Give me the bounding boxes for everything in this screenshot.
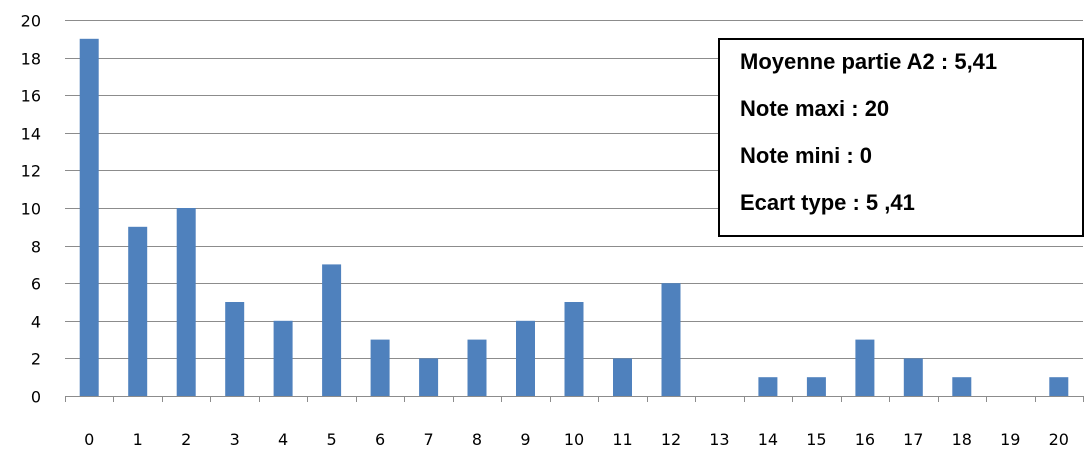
y-tick-label-20: 20: [21, 12, 41, 31]
bar-11: [613, 358, 632, 396]
x-tick-label-15: 15: [806, 430, 826, 449]
x-tick-label-1: 1: [133, 430, 143, 449]
bar-14: [758, 377, 778, 396]
x-tick-label-11: 11: [612, 430, 632, 449]
bar-6: [370, 339, 390, 396]
y-tick-label-12: 12: [21, 162, 41, 181]
bar-10: [564, 302, 584, 396]
stats-box: Moyenne partie A2 : 5,41 Note maxi : 20 …: [718, 38, 1084, 237]
x-axis: [65, 396, 1084, 402]
x-tick-label-7: 7: [424, 430, 434, 449]
x-tick-label-4: 4: [278, 430, 288, 449]
x-tick-label-9: 9: [520, 430, 530, 449]
y-tick-label-0: 0: [31, 388, 41, 407]
x-tick-label-6: 6: [375, 430, 385, 449]
x-tick-label-18: 18: [952, 430, 972, 449]
y-axis-tick-labels: 0 2 4 6 8 10 12 14 16 18 20: [21, 12, 41, 407]
bar-12: [661, 283, 681, 396]
bar-8: [467, 339, 487, 396]
bar-4: [273, 320, 293, 396]
x-tick-label-12: 12: [661, 430, 681, 449]
y-tick-label-6: 6: [31, 275, 41, 294]
y-tick-label-4: 4: [31, 313, 41, 332]
x-tick-label-3: 3: [230, 430, 240, 449]
x-tick-label-8: 8: [472, 430, 482, 449]
stats-std-dev: Ecart type : 5 ,41: [740, 190, 915, 215]
y-tick-label-10: 10: [21, 200, 41, 219]
bar-2: [176, 208, 196, 396]
stats-mean: Moyenne partie A2 : 5,41: [740, 49, 998, 74]
x-tick-label-5: 5: [327, 430, 337, 449]
bar-5: [322, 264, 342, 396]
bar-3: [225, 302, 245, 396]
x-tick-label-20: 20: [1049, 430, 1069, 449]
bar-17: [903, 358, 923, 396]
x-tick-label-14: 14: [758, 430, 778, 449]
bar-7: [419, 358, 439, 396]
bar-20: [1049, 377, 1069, 396]
stats-min-score: Note mini : 0: [740, 143, 873, 168]
x-tick-label-13: 13: [709, 430, 729, 449]
bar-9: [516, 320, 535, 396]
bar-15: [806, 377, 826, 396]
x-axis-tick-labels: 0 1 2 3 4 5 6 7 8 9 10 11 12 13 14 15 16 17 18 19 20: [84, 430, 1069, 449]
y-tick-label-14: 14: [21, 125, 41, 144]
y-tick-label-8: 8: [31, 238, 41, 257]
x-tick-label-16: 16: [855, 430, 875, 449]
bar-0: [79, 38, 99, 397]
y-tick-label-18: 18: [21, 50, 41, 69]
x-tick-label-10: 10: [564, 430, 584, 449]
x-tick-label-17: 17: [903, 430, 923, 449]
stats-max-score: Note maxi : 20: [740, 96, 890, 121]
x-tick-label-2: 2: [181, 430, 191, 449]
bar-16: [855, 339, 875, 396]
bar-1: [128, 226, 148, 396]
bars: [79, 38, 1069, 397]
x-tick-label-0: 0: [84, 430, 94, 449]
x-tick-label-19: 19: [1000, 430, 1020, 449]
y-tick-label-16: 16: [21, 87, 41, 106]
y-tick-label-2: 2: [31, 350, 41, 369]
bar-18: [952, 377, 972, 396]
